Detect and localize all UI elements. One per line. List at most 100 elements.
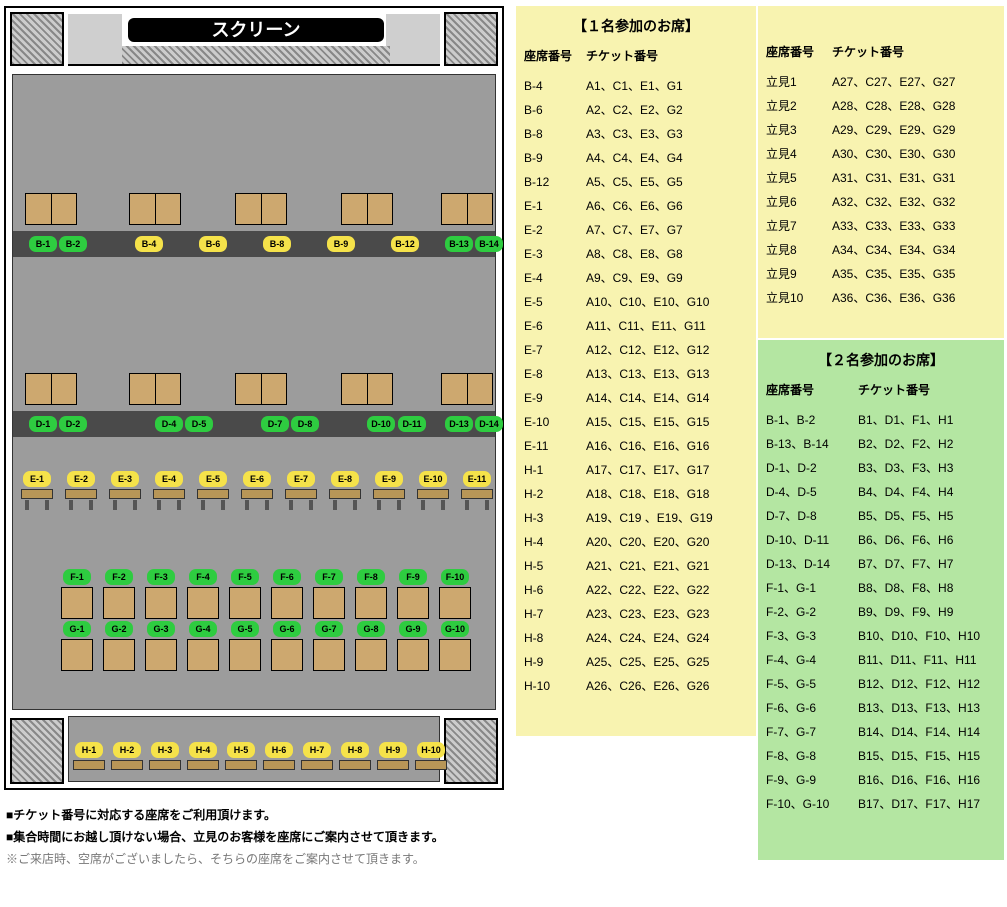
ticket-no: B9、D9、F9、H9 xyxy=(858,605,953,619)
seat-no: F-3、G-3 xyxy=(766,624,858,648)
floor-area: B-1B-2B-4B-6B-8B-9B-12B-13B-14D-1D-2D-4D… xyxy=(13,75,495,709)
ticket-row: E-11A16、C16、E16、G16 xyxy=(524,434,748,458)
ticket-no: A4、C4、E4、G4 xyxy=(586,151,683,165)
hdr-ticket: チケット番号 xyxy=(832,40,904,64)
table xyxy=(61,587,93,619)
table xyxy=(187,587,219,619)
seat-no: B-6 xyxy=(524,98,586,122)
seat-E-7: E-7 xyxy=(287,471,315,487)
seat-H-9: H-9 xyxy=(379,742,407,758)
chair xyxy=(149,760,181,770)
seat-no: H-3 xyxy=(524,506,586,530)
ticket-no: A32、C32、E32、G32 xyxy=(832,195,955,209)
ticket-row: E-4A9、C9、E9、G9 xyxy=(524,266,748,290)
ticket-no: A17、C17、E17、G17 xyxy=(586,463,709,477)
table xyxy=(355,639,387,671)
seat-no: E-4 xyxy=(524,266,586,290)
seat-no: B-1、B-2 xyxy=(766,408,858,432)
ticket-row: 立見8A34、C34、E34、G34 xyxy=(766,238,996,262)
ticket-row: B-1、B-2B1、D1、F1、H1 xyxy=(766,408,996,432)
seat-no: E-3 xyxy=(524,242,586,266)
chair xyxy=(415,760,447,770)
ticket-no: A25、C25、E25、G25 xyxy=(586,655,709,669)
ticket-row: B-8A3、C3、E3、G3 xyxy=(524,122,748,146)
seat-no: F-2、G-2 xyxy=(766,600,858,624)
table xyxy=(341,373,393,405)
panel-pair: 【２名参加のお席】 座席番号チケット番号 B-1、B-2B1、D1、F1、H1B… xyxy=(758,340,1004,860)
seat-no: 立見5 xyxy=(766,166,832,190)
ticket-row: 立見5A31、C31、E31、G31 xyxy=(766,166,996,190)
seat-F-10: F-10 xyxy=(441,569,469,585)
ticket-row: H-5A21、C21、E21、G21 xyxy=(524,554,748,578)
ticket-no: A6、C6、E6、G6 xyxy=(586,199,683,213)
ticket-no: A28、C28、E28、G28 xyxy=(832,99,955,113)
table xyxy=(103,587,135,619)
table xyxy=(439,587,471,619)
seat-no: 立見8 xyxy=(766,238,832,262)
seat-no: F-1、G-1 xyxy=(766,576,858,600)
seat-B-8: B-8 xyxy=(263,236,291,252)
ticket-no: A20、C20、E20、G20 xyxy=(586,535,709,549)
top-wall-right xyxy=(386,14,440,66)
seat-no: B-12 xyxy=(524,170,586,194)
seat-D-2: D-2 xyxy=(59,416,87,432)
seat-D-5: D-5 xyxy=(185,416,213,432)
ticket-no: A33、C33、E33、G33 xyxy=(832,219,955,233)
ticket-no: B17、D17、F17、H17 xyxy=(858,797,980,811)
ticket-no: A31、C31、E31、G31 xyxy=(832,171,955,185)
table xyxy=(271,587,303,619)
corner-br xyxy=(444,718,498,784)
ticket-no: B16、D16、F16、H16 xyxy=(858,773,980,787)
seat-D-14: D-14 xyxy=(475,416,503,432)
seat-no: F-6、G-6 xyxy=(766,696,858,720)
seat-F-3: F-3 xyxy=(147,569,175,585)
seat-H-4: H-4 xyxy=(189,742,217,758)
ticket-no: A36、C36、E36、G36 xyxy=(832,291,955,305)
ticket-no: A14、C14、E14、G14 xyxy=(586,391,709,405)
seat-D-10: D-10 xyxy=(367,416,395,432)
chair xyxy=(225,760,257,770)
ticket-row: F-5、G-5B12、D12、F12、H12 xyxy=(766,672,996,696)
ticket-row: F-2、G-2B9、D9、F9、H9 xyxy=(766,600,996,624)
ticket-row: 立見1A27、C27、E27、G27 xyxy=(766,70,996,94)
seat-no: F-8、G-8 xyxy=(766,744,858,768)
seat-G-1: G-1 xyxy=(63,621,91,637)
chair xyxy=(377,760,409,770)
ticket-row: F-1、G-1B8、D8、F8、H8 xyxy=(766,576,996,600)
ticket-row: D-1、D-2B3、D3、F3、H3 xyxy=(766,456,996,480)
seat-E-1: E-1 xyxy=(23,471,51,487)
ticket-row: H-9A25、C25、E25、G25 xyxy=(524,650,748,674)
ticket-row: D-4、D-5B4、D4、F4、H4 xyxy=(766,480,996,504)
ticket-row: H-7A23、C23、E23、G23 xyxy=(524,602,748,626)
table xyxy=(397,639,429,671)
table xyxy=(145,587,177,619)
ticket-no: B7、D7、F7、H7 xyxy=(858,557,953,571)
seat-no: B-13、B-14 xyxy=(766,432,858,456)
screen-bar xyxy=(122,46,390,66)
ticket-no: A2、C2、E2、G2 xyxy=(586,103,683,117)
ticket-row: 立見3A29、C29、E29、G29 xyxy=(766,118,996,142)
ticket-row: F-10、G-10B17、D17、F17、H17 xyxy=(766,792,996,816)
ticket-no: B3、D3、F3、H3 xyxy=(858,461,953,475)
ticket-row: H-3A19、C19 、E19、G19 xyxy=(524,506,748,530)
seat-no: F-4、G-4 xyxy=(766,648,858,672)
note-3: ※ご来店時、空席がございましたら、そちらの座席をご案内させて頂きます。 xyxy=(6,848,444,870)
ticket-no: A1、C1、E1、G1 xyxy=(586,79,683,93)
ticket-no: A24、C24、E24、G24 xyxy=(586,631,709,645)
seat-E-8: E-8 xyxy=(331,471,359,487)
ticket-no: A26、C26、E26、G26 xyxy=(586,679,709,693)
seat-no: D-10、D-11 xyxy=(766,528,858,552)
ticket-no: B15、D15、F15、H15 xyxy=(858,749,980,763)
seat-B-12: B-12 xyxy=(391,236,419,252)
ticket-no: A13、C13、E13、G13 xyxy=(586,367,709,381)
seat-D-11: D-11 xyxy=(398,416,426,432)
seat-no: E-10 xyxy=(524,410,586,434)
seat-G-8: G-8 xyxy=(357,621,385,637)
seat-no: H-4 xyxy=(524,530,586,554)
ticket-no: A21、C21、E21、G21 xyxy=(586,559,709,573)
table xyxy=(441,193,493,225)
seat-H-5: H-5 xyxy=(227,742,255,758)
seat-no: H-1 xyxy=(524,458,586,482)
ticket-no: B1、D1、F1、H1 xyxy=(858,413,953,427)
ticket-row: F-3、G-3B10、D10、F10、H10 xyxy=(766,624,996,648)
